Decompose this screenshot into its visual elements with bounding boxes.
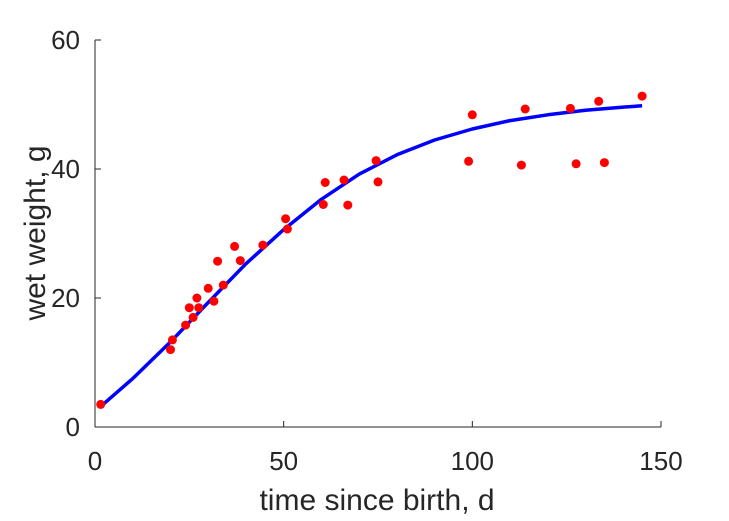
data-point: [516, 160, 526, 170]
data-point: [218, 280, 228, 290]
data-point: [181, 320, 191, 330]
x-ticks: 0 50 100 150: [88, 421, 683, 476]
data-point: [96, 399, 106, 409]
data-point: [194, 303, 204, 313]
data-point: [235, 256, 245, 266]
y-tick-label: 60: [51, 25, 80, 55]
data-point: [230, 241, 240, 251]
x-tick-label: 150: [639, 446, 682, 476]
data-point: [320, 178, 330, 187]
data-point: [258, 240, 268, 250]
y-tick-label: 0: [66, 412, 80, 442]
data-point: [282, 224, 292, 234]
plot-area: 0 50 100 150 0 20 40 60: [51, 25, 683, 476]
data-point: [281, 214, 291, 224]
data-point: [373, 177, 383, 187]
x-tick-label: 50: [269, 446, 298, 476]
data-point: [637, 91, 647, 101]
data-points: [96, 91, 647, 409]
series-line-fit: [99, 104, 643, 408]
data-point: [318, 200, 328, 209]
data-point: [339, 175, 349, 185]
data-point: [464, 156, 474, 166]
y-ticks: 0 20 40 60: [51, 25, 101, 442]
data-point: [343, 200, 353, 210]
y-tick-label: 20: [51, 283, 80, 313]
y-axis-label: wet weight, g: [19, 145, 52, 321]
data-point: [167, 335, 177, 345]
x-axis-label: time since birth, d: [259, 484, 494, 517]
data-point: [571, 159, 581, 169]
data-point: [594, 96, 604, 106]
data-point: [192, 293, 202, 303]
data-point: [166, 345, 175, 355]
data-point: [565, 103, 575, 113]
data-point: [599, 158, 609, 168]
x-tick-label: 100: [451, 446, 494, 476]
data-point: [184, 303, 194, 313]
data-point: [520, 104, 530, 114]
y-tick-label: 40: [51, 154, 80, 184]
data-point: [188, 312, 198, 322]
data-point: [203, 283, 213, 293]
data-point: [371, 156, 381, 166]
x-tick-label: 0: [88, 446, 102, 476]
data-point: [213, 256, 223, 266]
data-point: [467, 110, 477, 120]
data-point: [209, 296, 219, 306]
